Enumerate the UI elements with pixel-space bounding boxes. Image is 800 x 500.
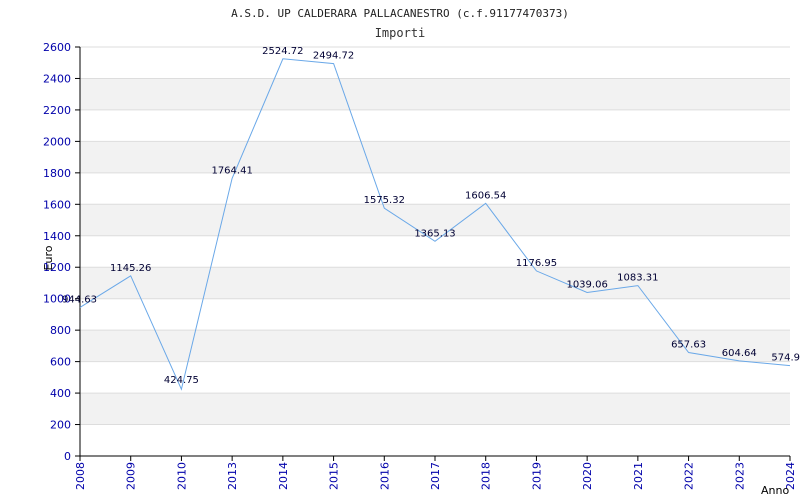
y-tick-label: 2600 bbox=[43, 41, 71, 54]
chart-title: A.S.D. UP CALDERARA PALLACANESTRO (c.f.9… bbox=[231, 7, 569, 20]
x-tick-label: 2009 bbox=[125, 462, 138, 490]
x-tick-label: 2008 bbox=[74, 462, 87, 490]
x-tick-label: 2019 bbox=[530, 462, 543, 490]
x-tick-label: 2018 bbox=[480, 462, 493, 490]
y-tick-label: 2200 bbox=[43, 104, 71, 117]
y-tick-label: 1400 bbox=[43, 230, 71, 243]
series-layer bbox=[79, 58, 791, 391]
data-label: 1039.06 bbox=[566, 280, 607, 291]
grid-band bbox=[80, 78, 790, 110]
grid-band bbox=[80, 393, 790, 425]
data-label: 944.63 bbox=[62, 294, 97, 305]
data-label: 657.63 bbox=[671, 340, 706, 351]
y-tick-label: 1000 bbox=[43, 293, 71, 306]
data-label: 604.64 bbox=[722, 348, 757, 359]
y-axis-label: Euro bbox=[42, 245, 55, 270]
y-tick-label: 0 bbox=[64, 450, 71, 463]
data-label: 2524.72 bbox=[262, 46, 303, 57]
data-label: 2494.72 bbox=[313, 51, 354, 62]
y-tick-labels: 0 200 400 600 800 1000 1200 1400 1600 1800 2000 220… bbox=[43, 41, 71, 463]
x-axis-label: Anno bbox=[761, 484, 789, 497]
y-tick-label: 1800 bbox=[43, 167, 71, 180]
data-label: 424.75 bbox=[164, 375, 199, 386]
data-label: 574.9 bbox=[771, 353, 800, 364]
data-labels: 944.63 1145.26 424.75 1764.41 2524.72 2494.72… bbox=[62, 46, 800, 386]
x-tick-label: 2021 bbox=[632, 462, 645, 490]
plot-axes bbox=[75, 46, 791, 461]
data-label: 1764.41 bbox=[211, 165, 252, 176]
y-tick-label: 1600 bbox=[43, 198, 71, 211]
y-tick-label: 2000 bbox=[43, 135, 71, 148]
x-tick-label: 2023 bbox=[733, 462, 746, 490]
y-tick-label: 2400 bbox=[43, 72, 71, 85]
grid-band bbox=[80, 267, 790, 299]
chart-subtitle: Importi bbox=[375, 26, 426, 40]
y-tick-label: 600 bbox=[50, 356, 71, 369]
data-label: 1176.95 bbox=[516, 258, 557, 269]
grid-band bbox=[80, 330, 790, 362]
x-tick-label: 2024 bbox=[784, 462, 797, 490]
x-tick-label: 2010 bbox=[175, 462, 188, 490]
data-label: 1083.31 bbox=[617, 273, 658, 284]
x-tick-label: 2015 bbox=[328, 462, 341, 490]
x-tick-label: 2022 bbox=[683, 462, 696, 490]
x-tick-label: 2013 bbox=[226, 462, 239, 490]
y-tick-label: 1200 bbox=[43, 261, 71, 274]
plot-gridlines bbox=[80, 46, 790, 457]
y-tick-label: 400 bbox=[50, 387, 71, 400]
y-tick-label: 800 bbox=[50, 324, 71, 337]
x-tick-label: 2020 bbox=[581, 462, 594, 490]
data-label: 1145.26 bbox=[110, 263, 151, 274]
data-label: 1365.13 bbox=[414, 228, 455, 239]
data-label: 1575.32 bbox=[364, 195, 405, 206]
x-tick-labels: 2008 2009 2010 2013 2014 2015 2016 2017 2018 2019… bbox=[74, 462, 797, 490]
x-tick-label: 2014 bbox=[277, 462, 290, 490]
grid-band bbox=[80, 141, 790, 173]
y-tick-label: 200 bbox=[50, 419, 71, 432]
x-tick-label: 2017 bbox=[429, 462, 442, 490]
grid-band bbox=[80, 204, 790, 236]
data-label: 1606.54 bbox=[465, 190, 506, 201]
series-line bbox=[79, 58, 791, 391]
plot-bands bbox=[80, 78, 790, 425]
x-tick-label: 2016 bbox=[378, 462, 391, 490]
